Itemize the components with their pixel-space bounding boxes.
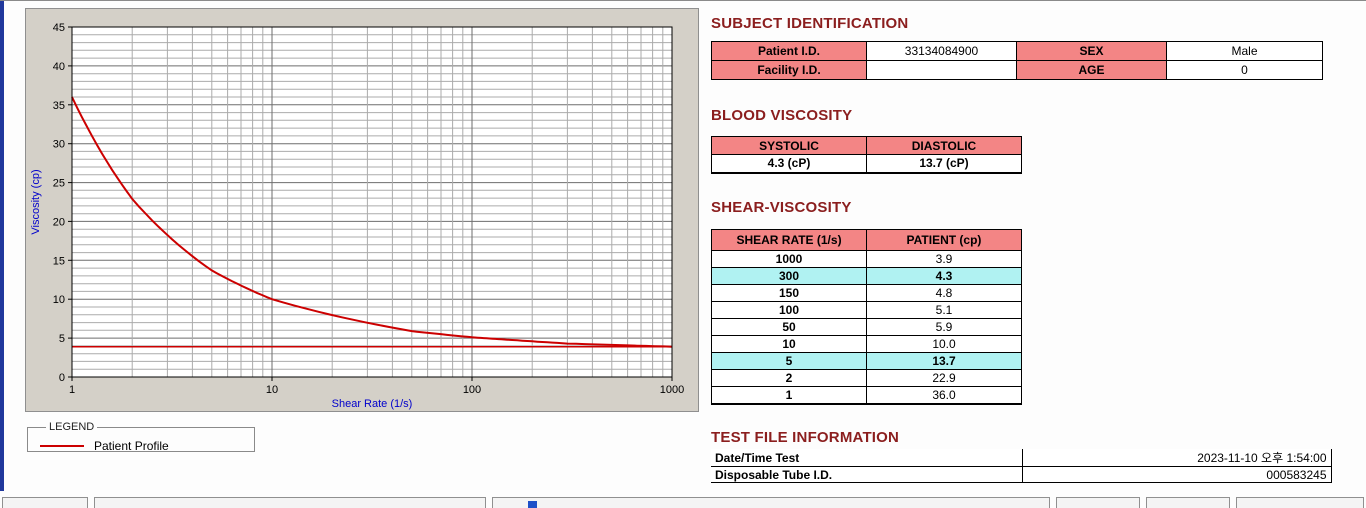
table-row-highlighted: 5 13.7	[711, 352, 1022, 370]
table-row: 2 22.9	[711, 369, 1022, 387]
bottom-partial-button-1[interactable]	[2, 497, 88, 508]
shear-viscosity-table: SHEAR RATE (1/s) PATIENT (cp) 1000 3.9 3…	[711, 229, 1022, 405]
table-row: Patient I.D. 33134084900 SEX Male	[711, 41, 1323, 61]
table-row: 150 4.8	[711, 284, 1022, 302]
blood-viscosity-title: BLOOD VISCOSITY	[711, 107, 853, 124]
shear-rate-cell: 50	[711, 318, 867, 336]
shear-viscosity-title: SHEAR-VISCOSITY	[711, 199, 852, 216]
table-row: 10 10.0	[711, 335, 1022, 353]
report-details-column: SUBJECT IDENTIFICATION Patient I.D. 3313…	[711, 1, 1341, 508]
shear-rate-cell: 10	[711, 335, 867, 353]
svg-text:20: 20	[53, 216, 65, 228]
diastolic-header: DIASTOLIC	[866, 136, 1022, 155]
bottom-partial-panel-2[interactable]	[492, 497, 1050, 508]
svg-text:0: 0	[59, 372, 65, 384]
test-file-information-title: TEST FILE INFORMATION	[711, 429, 900, 446]
patient-cp-cell: 10.0	[866, 335, 1022, 353]
svg-text:45: 45	[53, 22, 65, 34]
legend-series-label: Patient Profile	[94, 438, 169, 453]
bottom-partial-panel-1[interactable]	[94, 497, 486, 508]
facility-id-value	[866, 60, 1017, 80]
svg-text:5: 5	[59, 333, 65, 345]
test-file-information-table: Date/Time Test 2023-11-10 오후 1:54:00 Dis…	[711, 449, 1332, 483]
patient-cp-cell: 13.7	[866, 352, 1022, 370]
patient-id-label: Patient I.D.	[711, 41, 867, 61]
svg-text:40: 40	[53, 61, 65, 73]
date-time-test-value: 2023-11-10 오후 1:54:00	[1022, 449, 1332, 467]
viscosity-chart: 0 5 10 15 20 25 30 35 40 45 1 10 100 1000 Shear Rate (…	[30, 22, 684, 410]
bottom-partial-button-3[interactable]	[1146, 497, 1230, 508]
systolic-value: 4.3 (cP)	[711, 154, 867, 173]
patient-profile-line-swatch	[40, 444, 84, 447]
sex-value: Male	[1166, 41, 1323, 61]
svg-text:1000: 1000	[660, 384, 684, 396]
table-row: 1000 3.9	[711, 250, 1022, 268]
age-label: AGE	[1016, 60, 1167, 80]
legend-title: LEGEND	[49, 421, 95, 433]
table-row: Date/Time Test 2023-11-10 오후 1:54:00	[711, 449, 1332, 467]
shear-rate-cell: 1000	[711, 250, 867, 268]
shear-rate-cell: 100	[711, 301, 867, 319]
bottom-partial-button-4[interactable]	[1236, 497, 1364, 508]
table-row: Disposable Tube I.D. 000583245	[711, 466, 1332, 483]
patient-cp-cell: 5.9	[866, 318, 1022, 336]
patient-cp-cell: 5.1	[866, 301, 1022, 319]
window-left-edge	[0, 1, 4, 491]
table-row: SHEAR RATE (1/s) PATIENT (cp)	[711, 229, 1022, 251]
patient-cp-header: PATIENT (cp)	[866, 229, 1022, 251]
svg-text:Viscosity (cp): Viscosity (cp)	[30, 169, 42, 234]
svg-text:25: 25	[53, 178, 65, 190]
bottom-partial-icon	[528, 501, 537, 508]
svg-text:Shear Rate (1/s): Shear Rate (1/s)	[332, 398, 413, 410]
table-row: 50 5.9	[711, 318, 1022, 336]
shear-rate-cell: 150	[711, 284, 867, 302]
blood-viscosity-table: SYSTOLIC DIASTOLIC 4.3 (cP) 13.7 (cP)	[711, 136, 1022, 174]
age-value: 0	[1166, 60, 1323, 80]
svg-text:100: 100	[463, 384, 481, 396]
patient-id-value: 33134084900	[866, 41, 1017, 61]
shear-rate-cell: 1	[711, 386, 867, 404]
table-row: 100 5.1	[711, 301, 1022, 319]
svg-text:10: 10	[266, 384, 278, 396]
legend-box: LEGEND Patient Profile	[27, 421, 255, 453]
facility-id-label: Facility I.D.	[711, 60, 867, 80]
bottom-partial-button-2[interactable]	[1056, 497, 1140, 508]
svg-text:10: 10	[53, 294, 65, 306]
date-time-test-label: Date/Time Test	[711, 449, 1023, 467]
patient-cp-cell: 3.9	[866, 250, 1022, 268]
patient-cp-cell: 22.9	[866, 369, 1022, 387]
svg-text:35: 35	[53, 100, 65, 112]
shear-rate-cell: 5	[711, 352, 867, 370]
table-row: 1 36.0	[711, 386, 1022, 404]
svg-text:15: 15	[53, 255, 65, 267]
patient-cp-cell: 36.0	[866, 386, 1022, 404]
subject-identification-table: Patient I.D. 33134084900 SEX Male Facili…	[711, 41, 1323, 80]
svg-text:1: 1	[69, 384, 75, 396]
svg-text:30: 30	[53, 139, 65, 151]
table-row: 4.3 (cP) 13.7 (cP)	[711, 154, 1022, 173]
shear-rate-cell: 300	[711, 267, 867, 285]
disposable-tube-id-label: Disposable Tube I.D.	[711, 466, 1023, 483]
patient-cp-cell: 4.3	[866, 267, 1022, 285]
patient-cp-cell: 4.8	[866, 284, 1022, 302]
diastolic-value: 13.7 (cP)	[866, 154, 1022, 173]
table-row: Facility I.D. AGE 0	[711, 60, 1323, 80]
sex-label: SEX	[1016, 41, 1167, 61]
viscosity-chart-panel: 0 5 10 15 20 25 30 35 40 45 1 10 100 1000 Shear Rate (…	[25, 8, 699, 412]
subject-identification-title: SUBJECT IDENTIFICATION	[711, 15, 909, 32]
disposable-tube-id-value: 000583245	[1022, 466, 1332, 483]
systolic-header: SYSTOLIC	[711, 136, 867, 155]
shear-rate-header: SHEAR RATE (1/s)	[711, 229, 867, 251]
table-row-highlighted: 300 4.3	[711, 267, 1022, 285]
table-row: SYSTOLIC DIASTOLIC	[711, 136, 1022, 155]
shear-rate-cell: 2	[711, 369, 867, 387]
